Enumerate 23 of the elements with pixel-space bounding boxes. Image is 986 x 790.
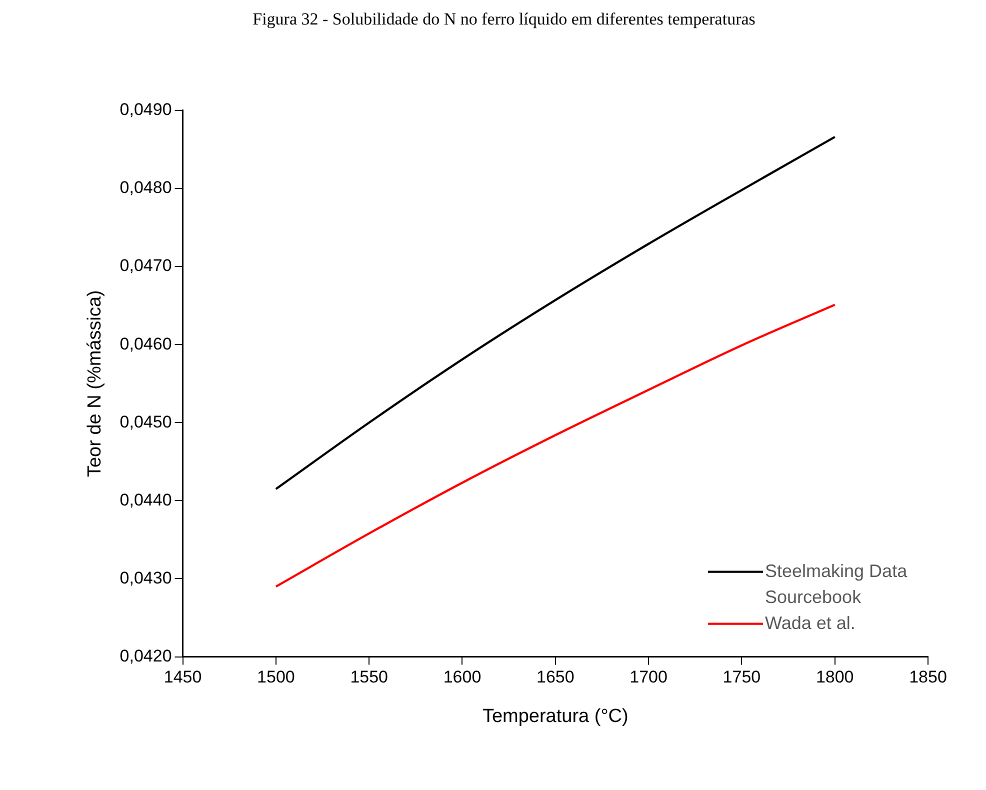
x-tick-label: 1450: [164, 668, 202, 687]
line-series: [274, 136, 836, 490]
y-tick-label: 0,0430: [120, 568, 172, 588]
x-tick-label: 1800: [816, 668, 854, 687]
x-axis-title: Temperatura (°C): [482, 706, 628, 727]
x-tick-label: 1750: [722, 668, 761, 687]
y-tick-label: 0,0450: [120, 412, 172, 432]
legend-label: Steelmaking Data Sourcebook: [765, 560, 908, 607]
x-tick-label: 1850: [909, 668, 947, 687]
x-tick-label: 1600: [443, 668, 482, 687]
y-tick-label: 0,0480: [120, 178, 172, 198]
chart-title: Figura 32 - Solubilidade do N no ferro líquido em diferentes temperaturas: [252, 10, 756, 29]
x-tick-label: 1500: [257, 668, 295, 687]
y-tick-label: 0,0490: [120, 100, 172, 120]
y-axis-title: Teor de N (%mássica): [84, 290, 106, 478]
y-tick-label: 0,0470: [120, 256, 172, 276]
y-tick-label: 0,0420: [120, 646, 172, 666]
legend-label: Wada et al.: [765, 612, 856, 633]
x-tick-label: 1650: [536, 668, 574, 687]
y-tick-label: 0,0440: [120, 490, 172, 510]
x-tick-label: 1550: [350, 668, 388, 687]
x-tick-label: 1700: [630, 668, 668, 687]
y-tick-label: 0,0460: [120, 334, 172, 354]
